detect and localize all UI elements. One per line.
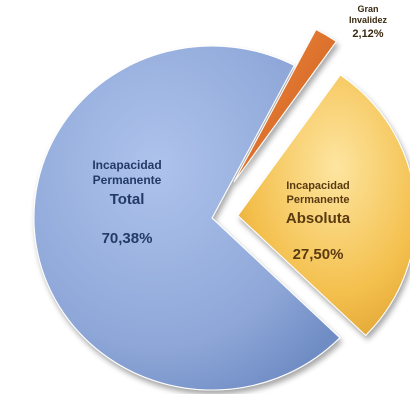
label-absoluta-line3: Absoluta [285,209,351,227]
label-gran-line1: Gran [357,4,379,14]
slice-absoluta [237,74,410,337]
label-gran-invalidez: Gran Invalidez 2,12% [332,4,404,41]
label-total-line1: Incapacidad [92,158,162,172]
label-gran-value: 2,12% [352,27,384,40]
label-absoluta-line1: Incapacidad [286,180,350,192]
label-absoluta-line2: Permanente [286,193,350,206]
label-total-line3: Total [109,191,145,208]
slice-total [33,45,341,391]
label-total-line2: Permanente [92,173,162,187]
label-total: Incapacidad Permanente Total 70,38% [62,158,192,249]
label-absoluta-value: 27,50% [292,246,344,264]
slice-gran-invalidez [233,28,337,183]
label-gran-line2: Invalidez [348,15,387,26]
label-absoluta: Incapacidad Permanente Absoluta 27,50% [258,180,378,265]
label-total-value: 70,38% [101,229,153,247]
